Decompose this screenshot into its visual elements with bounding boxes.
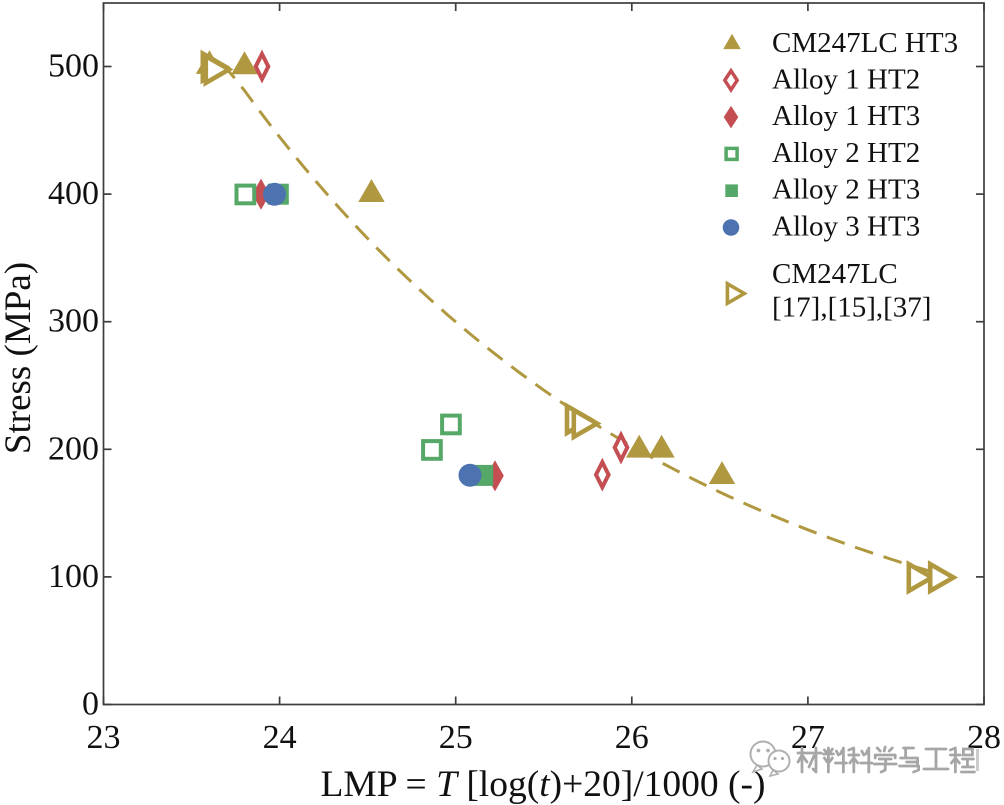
svg-text:500: 500	[48, 48, 99, 85]
svg-text:27: 27	[791, 719, 825, 756]
svg-text:400: 400	[48, 175, 99, 212]
svg-text:[17],[15],[37]: [17],[15],[37]	[772, 292, 931, 324]
svg-text:Alloy 1 HT3: Alloy 1 HT3	[772, 100, 920, 132]
svg-text:200: 200	[48, 430, 99, 467]
svg-text:Alloy 2 HT2: Alloy 2 HT2	[772, 137, 920, 169]
svg-text:LMP = T [log(t)+20]/1000 (-): LMP = T [log(t)+20]/1000 (-)	[320, 764, 765, 805]
svg-text:CM247LC: CM247LC	[772, 258, 898, 290]
svg-text:23: 23	[87, 719, 121, 756]
svg-text:Alloy 2 HT3: Alloy 2 HT3	[772, 174, 920, 206]
svg-text:Stress (MPa): Stress (MPa)	[0, 262, 39, 454]
svg-text:25: 25	[439, 719, 473, 756]
svg-text:CM247LC HT3: CM247LC HT3	[772, 27, 958, 59]
svg-text:Alloy 1 HT2: Alloy 1 HT2	[772, 63, 920, 95]
svg-text:100: 100	[48, 558, 99, 595]
svg-text:Alloy 3 HT3: Alloy 3 HT3	[772, 211, 920, 243]
svg-text:0: 0	[82, 686, 99, 723]
svg-text:24: 24	[263, 719, 297, 756]
svg-text:26: 26	[615, 719, 649, 756]
svg-text:300: 300	[48, 303, 99, 340]
